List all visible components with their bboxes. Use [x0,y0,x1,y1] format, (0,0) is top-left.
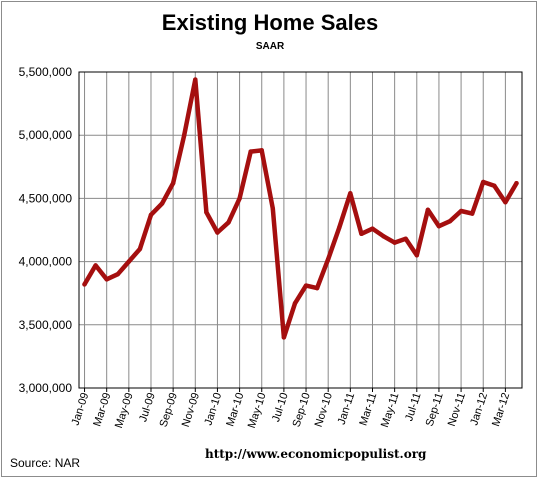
data-point [492,183,497,188]
data-point [370,226,375,231]
x-tick-label: Jul-10 [270,391,291,423]
x-tick-label: Jul-09 [137,391,158,423]
data-point [104,277,109,282]
x-tick-label: Mar-10 [224,391,246,428]
x-tick-label: Nov-09 [180,391,202,428]
data-point [170,181,176,186]
data-point [226,220,231,225]
y-tick-label: 3,000,000 [19,381,73,395]
data-point [93,263,98,268]
data-point [436,224,442,229]
series-lines [82,77,519,340]
data-point [281,335,287,340]
data-point [215,230,220,235]
data-point [359,231,364,236]
chart-title: Existing Home Sales [161,10,379,35]
data-point [381,234,386,239]
x-axis: Jan-09 Mar-09 May-09 Jul-09 Sep-09 Nov-09 Jan-… [70,388,512,430]
data-point [159,201,165,206]
x-tick-label: Jul-11 [403,391,423,422]
x-tick-label: Sep-10 [291,391,313,428]
data-point [137,246,143,252]
y-axis: 3,000,000 3,500,000 4,000,000 4,500,000 5,00… [19,65,73,395]
y-tick-label: 4,500,000 [19,191,73,205]
data-point [204,210,209,215]
data-point [348,191,353,196]
x-tick-label: Jan-09 [70,391,92,427]
x-tick-label: May-11 [379,391,401,429]
x-tick-label: Sep-09 [158,391,180,428]
plot-area [78,71,523,389]
data-point [82,282,87,287]
x-tick-label: Nov-10 [313,391,335,428]
x-tick-label: Nov-11 [446,391,468,428]
data-point [514,181,519,186]
data-point [458,208,464,214]
data-point [237,196,242,201]
x-tick-label: Mar-11 [357,391,379,427]
data-point [337,225,342,230]
data-point [193,77,198,82]
data-point [259,148,264,153]
x-tick-label: Jan-11 [336,391,358,426]
data-point [447,218,453,224]
data-point [403,236,408,242]
data-point [115,272,120,277]
chart-subtitle: SAAR [255,41,285,52]
data-point [503,199,508,205]
y-tick-label: 5,000,000 [19,128,73,142]
data-point [425,207,431,212]
x-tick-label: Mar-09 [91,391,113,428]
y-tick-label: 5,500,000 [19,65,73,79]
data-point [469,211,475,216]
data-point [126,259,132,264]
data-point [270,206,276,211]
series-line [82,77,519,340]
data-point [303,283,309,288]
data-point [314,285,320,291]
y-tick-label: 4,000,000 [19,255,73,269]
data-point [182,133,187,138]
data-point [392,240,397,245]
data-point [148,212,154,218]
data-point [292,301,298,306]
x-tick-label: Sep-11 [424,391,446,428]
x-tick-label: Mar-12 [490,391,512,428]
data-point [414,253,419,258]
x-tick-label: May-10 [246,391,269,430]
data-point [248,149,253,154]
data-point [481,179,486,185]
x-tick-label: Jan-10 [202,391,224,427]
x-tick-label: May-09 [113,391,136,430]
source-note: Source: NAR [10,456,81,470]
data-point [325,256,331,262]
source-url: http://www.economicpopulist.org [205,447,427,461]
x-tick-label: Jan-12 [468,391,490,427]
y-tick-label: 3,500,000 [19,318,73,332]
